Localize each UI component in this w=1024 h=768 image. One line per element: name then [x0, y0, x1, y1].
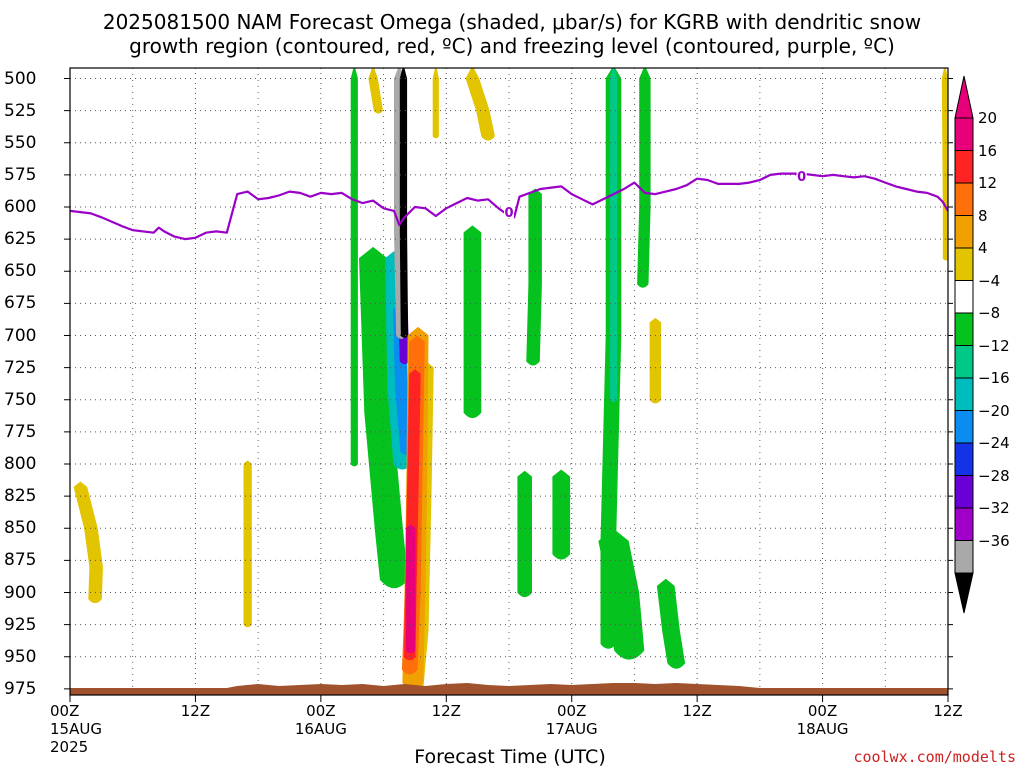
y-tick-label: 725 — [4, 357, 37, 378]
omega-region-10 — [526, 188, 542, 366]
omega-region-12 — [552, 469, 571, 560]
colorbar-label: −28 — [978, 466, 1010, 485]
omega-region-2 — [368, 68, 383, 114]
omega-region-16 — [656, 578, 686, 669]
x-tick-sublabel: 16AUG — [294, 720, 347, 738]
colorbar-label: 4 — [978, 239, 988, 257]
x-tick-sublabel: 15AUG — [50, 720, 102, 738]
colorbar-swatch — [954, 410, 974, 444]
omega-region-5 — [649, 317, 662, 404]
x-tick-label: 12Z — [431, 702, 461, 720]
colorbar-swatch — [954, 182, 974, 216]
colorbar-swatch — [954, 442, 974, 476]
x-tick-label: 00Z — [807, 702, 838, 720]
chart-title-line2: growth region (contoured, red, ºC) and f… — [129, 34, 895, 58]
omega-region-17 — [609, 68, 618, 403]
omega-region-9 — [463, 225, 482, 419]
colorbar-label: 12 — [978, 174, 998, 192]
colorbar-top-arrow — [954, 75, 974, 119]
x-tick-label: 12Z — [682, 702, 712, 720]
omega-region-15 — [598, 528, 645, 660]
colorbar-swatch — [954, 280, 974, 314]
credit-link[interactable]: coolwx.com/modelts — [853, 748, 1016, 766]
omega-shading — [73, 68, 948, 695]
x-tick-label: 00Z — [557, 702, 587, 720]
x-axis-title: Forecast Time (UTC) — [414, 746, 606, 768]
colorbar-bottom-arrow — [954, 572, 974, 614]
y-tick-label: 650 — [4, 261, 37, 282]
omega-region-22 — [399, 68, 409, 338]
freezing-label-bg — [504, 204, 514, 219]
x-tick-label: 00Z — [50, 702, 80, 720]
colorbar-swatch — [954, 475, 974, 509]
colorbar-label: −32 — [978, 499, 1010, 517]
y-tick-label: 800 — [4, 454, 37, 474]
plot-frame — [69, 67, 949, 696]
y-tick-label: 500 — [4, 68, 37, 89]
y-tick-label: 750 — [4, 389, 37, 410]
x-tick-label: 12Z — [180, 702, 211, 720]
colorbar-swatch — [954, 150, 974, 184]
y-tick-label: 925 — [4, 614, 37, 635]
colorbar-swatch — [954, 117, 974, 151]
colorbar-swatch — [954, 377, 974, 411]
y-tick-label: 850 — [4, 518, 37, 539]
omega-region-3 — [432, 68, 439, 139]
omega-region-11 — [517, 470, 532, 598]
y-tick-label: 975 — [4, 678, 37, 699]
colorbar-label: −16 — [978, 369, 1010, 387]
freezing-level-label: 0 — [504, 206, 513, 221]
omega-region-27 — [406, 524, 416, 654]
terrain-fill — [70, 683, 948, 695]
y-tick-label: 575 — [4, 164, 37, 185]
colorbar-swatch — [954, 345, 974, 379]
y-tick-label: 525 — [4, 100, 37, 121]
omega-region-1 — [243, 460, 252, 628]
y-tick-label: 875 — [4, 550, 37, 571]
y-tick-label: 775 — [4, 421, 37, 442]
colorbar-swatch — [954, 247, 974, 281]
x-tick-sublabel: 17AUG — [545, 720, 598, 738]
omega-region-6 — [941, 68, 948, 261]
y-tick-label: 950 — [4, 646, 37, 667]
colorbar-label: 8 — [978, 206, 988, 225]
colorbar-label: −12 — [978, 336, 1010, 355]
colorbar-label: −36 — [978, 531, 1010, 550]
colorbar-swatch — [954, 312, 974, 346]
y-tick-label: 675 — [4, 293, 37, 314]
colorbar-swatch — [954, 540, 974, 574]
x-tick-sublabel2: 2025 — [50, 738, 89, 756]
colorbar-swatch — [954, 507, 974, 541]
y-tick-label: 700 — [4, 325, 37, 346]
colorbar-label: 16 — [978, 141, 998, 160]
freezing-level-label: 0 — [797, 170, 806, 185]
x-tick-sublabel: 18AUG — [796, 720, 849, 738]
colorbar-label: −4 — [978, 271, 1001, 290]
colorbar-label: −20 — [978, 401, 1010, 420]
x-tick-label: 12Z — [933, 702, 963, 720]
y-tick-label: 825 — [4, 486, 37, 507]
colorbar-swatch — [954, 215, 974, 249]
omega-region-7 — [350, 68, 358, 467]
y-tick-label: 900 — [4, 582, 37, 603]
x-tick-label: 00Z — [306, 702, 336, 720]
colorbar-label: −8 — [978, 304, 1001, 322]
chart-title-line1: 2025081500 NAM Forecast Omega (shaded, μ… — [102, 10, 922, 34]
omega-region-0 — [73, 481, 103, 604]
omega-region-14 — [637, 68, 651, 288]
omega-region-4 — [465, 68, 495, 141]
colorbar-label: −24 — [978, 434, 1010, 452]
y-tick-label: 600 — [4, 197, 37, 217]
freezing-label-bg — [796, 168, 807, 183]
y-tick-label: 550 — [4, 132, 37, 153]
y-tick-label: 625 — [4, 229, 37, 250]
colorbar-label: 20 — [978, 109, 998, 127]
